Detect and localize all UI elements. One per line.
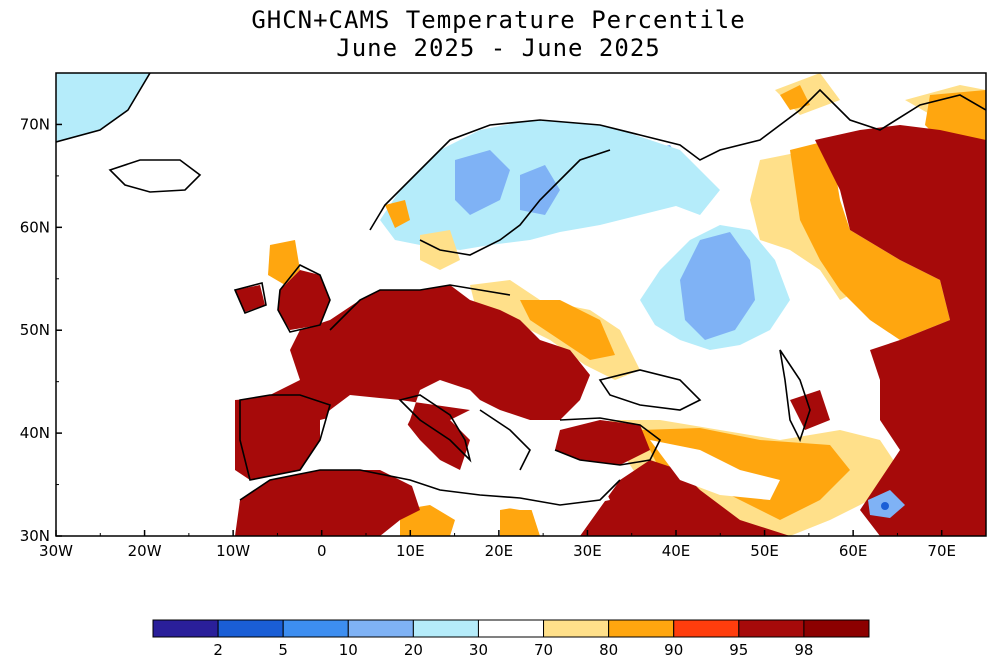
map-field bbox=[56, 73, 986, 536]
x-axis: 30W 20W 10W 0 10E 20E 30E 40E 50E 60E 70E bbox=[39, 530, 956, 560]
x-tick-label: 50E bbox=[750, 542, 779, 560]
map-title-line-2: June 2025 - June 2025 bbox=[336, 34, 661, 62]
x-tick-label: 20E bbox=[485, 542, 514, 560]
colorbar-swatch bbox=[543, 619, 610, 638]
colorbar-swatch bbox=[608, 619, 675, 638]
colorbar-swatch bbox=[412, 619, 479, 638]
x-tick-label: 40E bbox=[662, 542, 691, 560]
colorbar-label: 2 bbox=[213, 641, 223, 659]
y-tick-label: 60N bbox=[20, 218, 50, 236]
x-tick-label: 10E bbox=[396, 542, 425, 560]
x-tick-label: 0 bbox=[317, 542, 327, 560]
y-axis: 30N 40N 50N 60N 70N bbox=[20, 115, 62, 545]
colorbar-label: 95 bbox=[729, 641, 748, 659]
colorbar: 2 5 10 20 30 70 80 90 95 98 bbox=[152, 619, 870, 659]
map-frame bbox=[55, 72, 987, 537]
map-title-line-1: GHCN+CAMS Temperature Percentile bbox=[251, 6, 746, 34]
y-tick-label: 40N bbox=[20, 424, 50, 442]
colorbar-swatch bbox=[152, 619, 219, 638]
colorbar-swatch bbox=[803, 619, 870, 638]
colorbar-swatch bbox=[477, 619, 545, 638]
colorbar-swatch bbox=[738, 619, 805, 638]
greenland-cool-region bbox=[56, 73, 150, 142]
x-tick-label: 10W bbox=[216, 542, 250, 560]
colorbar-label: 20 bbox=[404, 641, 423, 659]
y-tick-label: 50N bbox=[20, 321, 50, 339]
x-tick-label: 70E bbox=[927, 542, 956, 560]
russia-warm-region bbox=[815, 125, 986, 536]
y-tick-label: 30N bbox=[20, 527, 50, 545]
europe-warm-region bbox=[240, 285, 590, 470]
colorbar-label: 30 bbox=[469, 641, 488, 659]
colorbar-label: 5 bbox=[278, 641, 288, 659]
x-tick-label: 60E bbox=[839, 542, 868, 560]
colorbar-label: 70 bbox=[534, 641, 553, 659]
colorbar-label: 90 bbox=[664, 641, 683, 659]
y-tick-label: 70N bbox=[20, 115, 50, 133]
x-tick-label: 20W bbox=[128, 542, 162, 560]
x-tick-label: 30W bbox=[39, 542, 73, 560]
colorbar-label: 10 bbox=[339, 641, 358, 659]
colorbar-swatch bbox=[217, 619, 284, 638]
colorbar-swatch bbox=[347, 619, 414, 638]
colorbar-label: 80 bbox=[599, 641, 618, 659]
colorbar-swatch bbox=[673, 619, 740, 638]
x-tick-label: 30E bbox=[573, 542, 602, 560]
coastlines bbox=[56, 73, 986, 506]
colorbar-swatch bbox=[282, 619, 349, 638]
colorbar-label: 98 bbox=[794, 641, 813, 659]
